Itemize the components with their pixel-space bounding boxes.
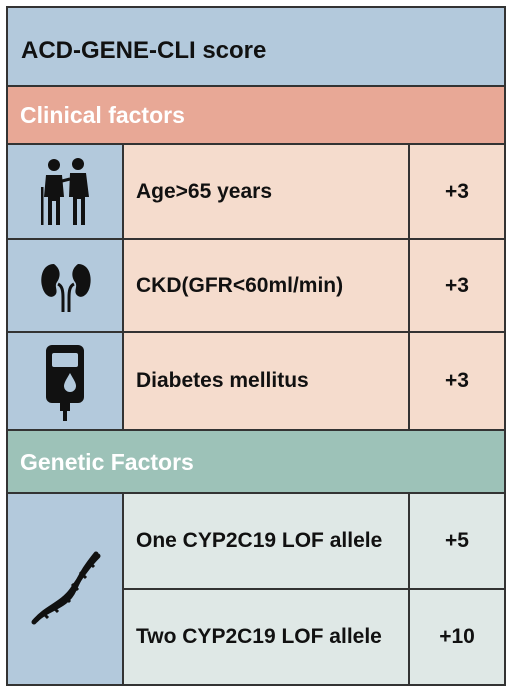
factor-label: Age>65 years — [136, 179, 273, 203]
table-title: ACD-GENE-CLI score — [21, 37, 267, 64]
icon-cell-genetic — [8, 494, 124, 684]
factor-one-lof: One CYP2C19 LOF allele — [124, 494, 410, 590]
factor-label: Diabetes mellitus — [136, 369, 309, 392]
kidney-icon — [41, 264, 91, 312]
score-ckd: +3 — [410, 240, 504, 333]
factor-label: Two CYP2C19 LOF allele — [136, 625, 382, 648]
clinical-factors-header: Clinical factors — [8, 87, 504, 145]
genetic-factors-header: Genetic Factors — [8, 431, 504, 494]
score-age: +3 — [410, 145, 504, 240]
title-row: ACD-GENE-CLI score — [8, 8, 504, 87]
factor-diabetes: Diabetes mellitus — [124, 333, 410, 431]
elderly-couple-icon — [41, 158, 89, 225]
score-value: +3 — [445, 369, 469, 392]
factor-ckd: CKD(GFR<60ml/min) — [124, 240, 410, 333]
dna-icon — [31, 551, 101, 625]
glucometer-icon — [46, 345, 84, 421]
score-value: +3 — [445, 179, 469, 203]
score-two-lof: +10 — [410, 590, 504, 684]
icon-cell-diabetes — [8, 333, 124, 431]
score-one-lof: +5 — [410, 494, 504, 590]
score-value: +3 — [445, 273, 469, 297]
score-value: +5 — [445, 529, 469, 552]
icon-cell-ckd — [8, 240, 124, 333]
factor-label: CKD(GFR<60ml/min) — [136, 273, 344, 297]
score-diabetes: +3 — [410, 333, 504, 431]
score-value: +10 — [439, 625, 475, 648]
icon-cell-age — [8, 145, 124, 240]
score-table: ACD-GENE-CLI score Clinical factors Age>… — [6, 6, 506, 686]
factor-two-lof: Two CYP2C19 LOF allele — [124, 590, 410, 684]
factor-label: One CYP2C19 LOF allele — [136, 529, 383, 552]
clinical-factors-label: Clinical factors — [20, 102, 185, 128]
genetic-factors-label: Genetic Factors — [20, 449, 194, 475]
factor-age: Age>65 years — [124, 145, 410, 240]
